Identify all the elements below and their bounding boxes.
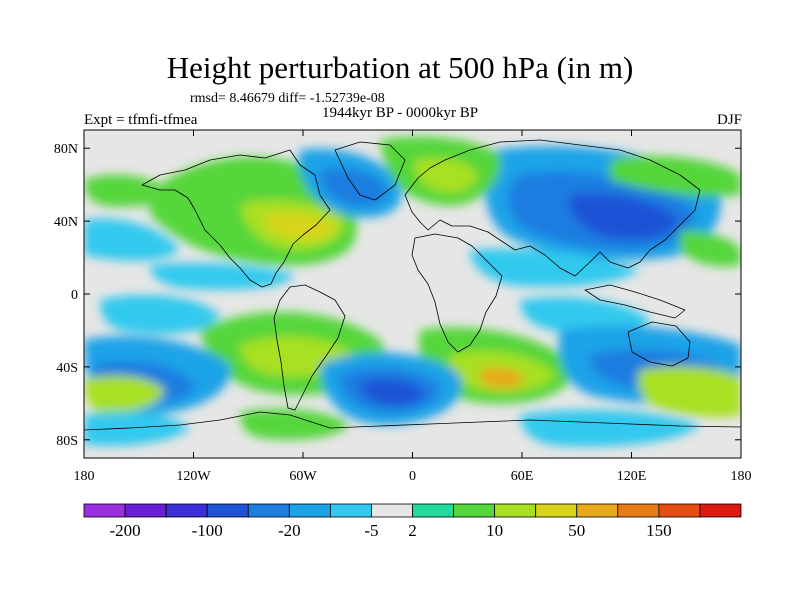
x-tick-label: 120E <box>617 469 647 484</box>
colorbar-label: -100 <box>192 521 223 540</box>
coastlines <box>84 139 741 431</box>
colorbar-label: 50 <box>568 521 585 540</box>
coast-australia <box>627 321 691 367</box>
x-tick-label: 60W <box>289 469 317 484</box>
stats-label: rmsd= 8.46679 diff= -1.52739e-08 <box>190 91 385 106</box>
coast-south-america <box>273 284 346 411</box>
colorbar-swatch <box>247 503 290 518</box>
colorbar-swatch <box>83 503 126 518</box>
colorbar-swatch <box>453 503 496 518</box>
coast-greenland <box>334 141 406 201</box>
colorbar-label: 2 <box>408 521 417 540</box>
coast-eurasia <box>404 139 701 277</box>
x-axis: 180 120W 60W 0 60E 120E 180 <box>74 130 752 484</box>
colorbar-swatch <box>412 503 454 518</box>
colorbar-swatch <box>617 503 660 518</box>
x-tick-label: 180 <box>731 469 752 484</box>
colorbar-swatch <box>658 503 701 518</box>
colorbar-label: -20 <box>278 521 301 540</box>
plot-title: Height perturbation at 500 hPa (in m) <box>166 50 634 85</box>
colorbar-swatch <box>535 503 578 518</box>
coast-antarctica <box>84 411 741 431</box>
y-tick-label: 80N <box>54 142 78 157</box>
x-tick-label: 180 <box>74 469 95 484</box>
y-tick-label: 0 <box>71 288 78 303</box>
colorbar-swatch <box>494 503 537 518</box>
colorbar-swatch <box>288 503 331 518</box>
colorbar-label: 10 <box>486 521 503 540</box>
colorbar-swatch <box>371 503 413 518</box>
colorbar-swatch <box>165 503 208 518</box>
season-label: DJF <box>716 112 742 128</box>
coast-maritime-continent <box>584 284 686 319</box>
colorbar-swatch <box>124 503 167 518</box>
y-tick-label: 40S <box>56 361 78 376</box>
period-label: 1944kyr BP - 0000kyr BP <box>322 105 479 121</box>
coast-north-america <box>141 149 331 288</box>
colorbar-label: -200 <box>109 521 140 540</box>
y-tick-label: 40N <box>54 215 78 230</box>
colorbar-swatch <box>576 503 619 518</box>
colorbar-label: -5 <box>364 521 378 540</box>
colorbar-swatch <box>699 503 742 518</box>
y-axis: 80N 40N 0 40S 80S <box>54 142 741 449</box>
colorbar-swatch <box>329 503 372 518</box>
x-tick-label: 120W <box>176 469 211 484</box>
experiment-label: Expt = tfmfi-tfmea <box>84 112 198 128</box>
x-tick-label: 60E <box>511 469 534 484</box>
colorbar-swatch <box>206 503 249 518</box>
x-tick-label: 0 <box>409 469 416 484</box>
y-tick-label: 80S <box>56 434 78 449</box>
contour-field <box>84 136 741 447</box>
colorbar-label: 150 <box>646 521 672 540</box>
coast-africa <box>411 233 503 353</box>
colorbar: -200 -100 -20 -5 2 10 50 150 <box>83 503 742 540</box>
